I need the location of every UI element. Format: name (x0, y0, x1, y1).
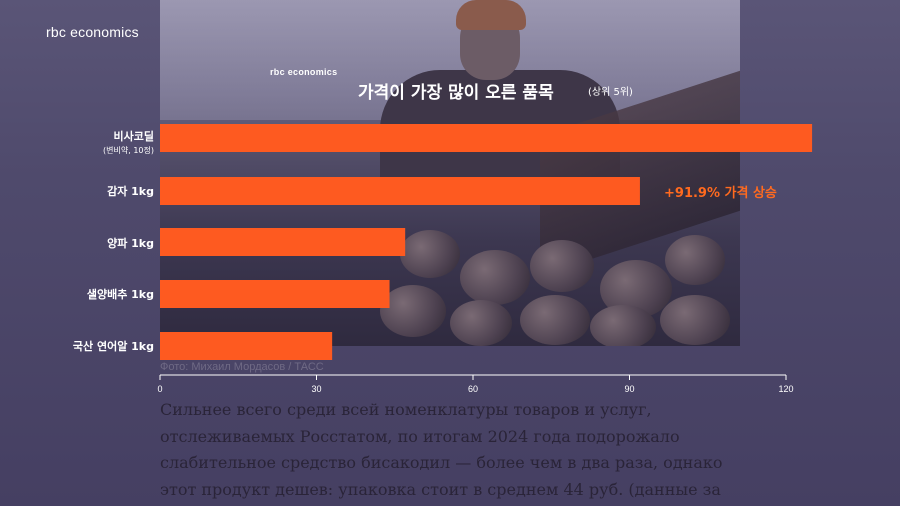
x-tick-label: 60 (468, 384, 478, 394)
x-tick-label: 90 (624, 384, 634, 394)
category-label: 국산 연어알 1kg (72, 340, 154, 353)
chart-brand: rbc economics (270, 67, 338, 77)
photo-potato (665, 235, 725, 285)
bar-annotation: +91.9% 가격 상승 (664, 186, 777, 201)
category-sublabel: (변비약, 10정) (103, 146, 154, 155)
photo-potato (530, 240, 594, 292)
photo-potato (660, 295, 730, 345)
category-label: 감자 1kg (107, 185, 154, 198)
photo-potato (590, 305, 656, 346)
article-body: Сильнее всего среди всей номенклатуры то… (160, 397, 760, 503)
bar (160, 280, 390, 308)
article-line: Сильнее всего среди всей номенклатуры то… (160, 400, 652, 419)
chart-title: 가격이 가장 많이 오른 품목 (358, 83, 554, 103)
brand-logo[interactable]: rbc economics (46, 24, 139, 40)
x-tick-label: 120 (778, 384, 793, 394)
photo-potato (520, 295, 590, 345)
article-line: отслеживаемых Росстатом, по итогам 2024 … (160, 426, 680, 446)
x-tick-label: 0 (157, 384, 162, 394)
category-label: 샐양배추 1kg (86, 288, 154, 301)
category-label: 양파 1kg (107, 237, 154, 250)
photo-potato (400, 230, 460, 278)
x-tick-label: 30 (311, 384, 321, 394)
chart-subtitle: (상위 5위) (588, 87, 633, 98)
photo-potato (460, 250, 530, 305)
article-line: слабительное средство бисакодил — более … (160, 453, 723, 472)
bar (160, 228, 406, 256)
bar (160, 332, 333, 360)
photo-credit: Фото: Михаил Мордасов / ТАСС (160, 361, 324, 373)
article-line: этот продукт дешев: упаковка стоит в сре… (160, 479, 721, 499)
photo-potato (450, 300, 512, 346)
category-label: 비사코딜 (113, 130, 154, 143)
photo-worker-hat (456, 0, 526, 30)
bar (160, 124, 813, 152)
photo-potato (380, 285, 446, 337)
bar (160, 177, 640, 205)
